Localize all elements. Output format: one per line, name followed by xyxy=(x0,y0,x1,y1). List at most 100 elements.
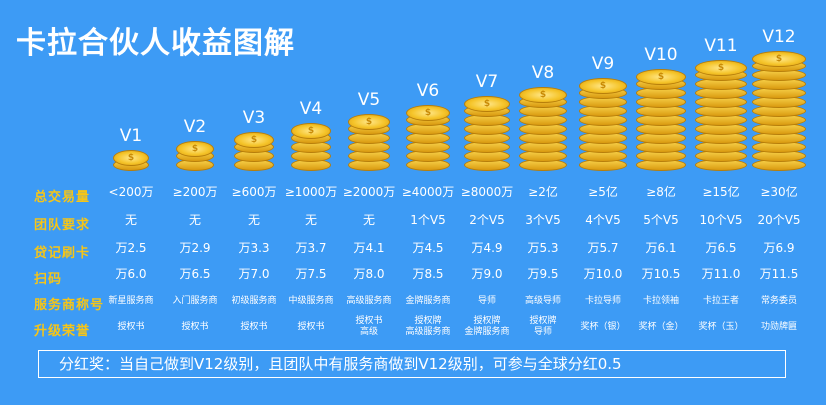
table-cell: 授权牌 金牌服务商 xyxy=(464,316,510,337)
level-label-v11: V11 xyxy=(704,36,738,56)
level-label-v10: V10 xyxy=(644,45,678,65)
table-cell: 常务委员 xyxy=(760,296,797,306)
coin-stack-v3: $ xyxy=(234,132,274,173)
dollar-coin-icon: $ xyxy=(290,123,332,139)
table-cell: ≥600万 xyxy=(231,185,277,199)
row-label: 扫码 xyxy=(34,272,63,287)
table-cell: <200万 xyxy=(108,185,154,199)
table-cell: 万6.9 xyxy=(763,241,795,255)
coin-stack-v7: $ xyxy=(464,96,510,173)
table-cell: 4个V5 xyxy=(585,213,621,227)
table-cell: 无 xyxy=(362,213,375,227)
coin-stack-v5: $ xyxy=(347,114,391,173)
table-cell: 奖杯（银） xyxy=(580,322,626,332)
table-cell: 20个V5 xyxy=(757,213,801,227)
table-cell: ≥30亿 xyxy=(760,185,798,199)
dollar-coin-icon: $ xyxy=(176,141,214,157)
dollar-coin-icon: $ xyxy=(635,69,687,85)
level-label-v2: V2 xyxy=(183,117,207,137)
table-cell: 万2.9 xyxy=(179,241,211,255)
dollar-coin-icon: $ xyxy=(578,78,628,94)
table-cell: 万7.0 xyxy=(238,267,270,281)
dollar-coin-icon: $ xyxy=(347,114,391,130)
table-cell: 功勋牌匾 xyxy=(760,322,797,332)
table-cell: 卡拉领袖 xyxy=(642,296,679,306)
row-label: 总交易量 xyxy=(34,190,91,205)
table-cell: 万5.3 xyxy=(527,241,559,255)
table-cell: 万4.5 xyxy=(412,241,444,255)
table-cell: 授权书 xyxy=(240,322,268,332)
dollar-coin-icon: $ xyxy=(113,150,149,166)
row-label: 服务商称号 xyxy=(34,298,105,313)
table-cell: 授权书 xyxy=(117,322,145,332)
table-cell: 新星服务商 xyxy=(108,296,154,306)
table-cell: 金牌服务商 xyxy=(405,296,451,306)
level-label-v9: V9 xyxy=(591,54,615,74)
level-chart: $ V1 $ V2 $ V3 $ V4 $ V5 $ V6 $ V7 $ V8 $ V9 $ V10 $ V11 $ V12 xyxy=(0,0,826,180)
table-cell: 万8.5 xyxy=(412,267,444,281)
row-label: 团队要求 xyxy=(34,218,91,233)
table-cell: 万9.5 xyxy=(527,267,559,281)
table-cell: ≥2000万 xyxy=(342,185,396,199)
table-cell: ≥15亿 xyxy=(702,185,740,199)
table-cell: 万3.3 xyxy=(238,241,270,255)
table-cell: 授权书 高级 xyxy=(355,316,383,337)
table-cell: 卡拉导师 xyxy=(584,296,621,306)
dollar-coin-icon: $ xyxy=(234,132,274,148)
table-cell: 2个V5 xyxy=(469,213,505,227)
table-cell: 万4.9 xyxy=(471,241,503,255)
table-cell: 万5.7 xyxy=(587,241,619,255)
table-cell: 万2.5 xyxy=(115,241,147,255)
coin-stack-v8: $ xyxy=(519,87,567,173)
dollar-coin-icon: $ xyxy=(406,105,450,121)
table-cell: 万6.0 xyxy=(115,267,147,281)
table-cell: 万11.5 xyxy=(759,267,799,281)
table-cell: 奖杯（金） xyxy=(638,322,684,332)
level-label-v3: V3 xyxy=(242,108,266,128)
coin-stack-v11: $ xyxy=(695,60,747,173)
table-cell: 无 xyxy=(304,213,317,227)
level-label-v1: V1 xyxy=(119,126,143,146)
table-cell: 高级导师 xyxy=(524,296,561,306)
table-cell: 万10.5 xyxy=(641,267,681,281)
table-cell: ≥1000万 xyxy=(284,185,338,199)
table-cell: 授权牌 导师 xyxy=(529,316,557,337)
table-cell: 无 xyxy=(247,213,260,227)
table-cell: 授权书 xyxy=(181,322,209,332)
coin-stack-v9: $ xyxy=(578,78,628,173)
dividend-footer: 分红奖：当自己做到V12级别，且团队中有服务商做到V12级别，可参与全球分红0.… xyxy=(38,350,786,378)
dollar-coin-icon: $ xyxy=(695,60,747,76)
table-cell: 3个V5 xyxy=(525,213,561,227)
table-cell: 万9.0 xyxy=(471,267,503,281)
table-cell: 1个V5 xyxy=(410,213,446,227)
table-cell: 高级服务商 xyxy=(346,296,392,306)
table-cell: 万6.5 xyxy=(705,241,737,255)
table-cell: ≥2亿 xyxy=(528,185,558,199)
table-cell: 导师 xyxy=(477,296,496,306)
table-cell: 无 xyxy=(124,213,137,227)
coin-stack-v12: $ xyxy=(752,51,806,173)
table-cell: ≥5亿 xyxy=(588,185,618,199)
level-label-v8: V8 xyxy=(531,63,555,83)
dollar-coin-icon: $ xyxy=(752,51,806,67)
table-cell: 万7.5 xyxy=(295,267,327,281)
level-label-v12: V12 xyxy=(762,27,796,47)
table-cell: ≥4000万 xyxy=(401,185,455,199)
table-cell: ≥200万 xyxy=(172,185,218,199)
row-label: 贷记刷卡 xyxy=(34,246,91,261)
level-label-v5: V5 xyxy=(357,90,381,110)
table-cell: 万8.0 xyxy=(353,267,385,281)
coin-stack-v10: $ xyxy=(635,69,687,173)
coin-stack-v6: $ xyxy=(406,105,450,173)
table-cell: 万3.7 xyxy=(295,241,327,255)
coin-stack-v2: $ xyxy=(176,141,214,173)
table-cell: 万6.1 xyxy=(645,241,677,255)
level-label-v7: V7 xyxy=(475,72,499,92)
table-cell: 万6.5 xyxy=(179,267,211,281)
table-cell: ≥8000万 xyxy=(460,185,514,199)
table-cell: 授权书 xyxy=(297,322,325,332)
level-label-v6: V6 xyxy=(416,81,440,101)
table-cell: 卡拉王者 xyxy=(702,296,739,306)
table-cell: 万10.0 xyxy=(583,267,623,281)
table-cell: 初级服务商 xyxy=(231,296,277,306)
